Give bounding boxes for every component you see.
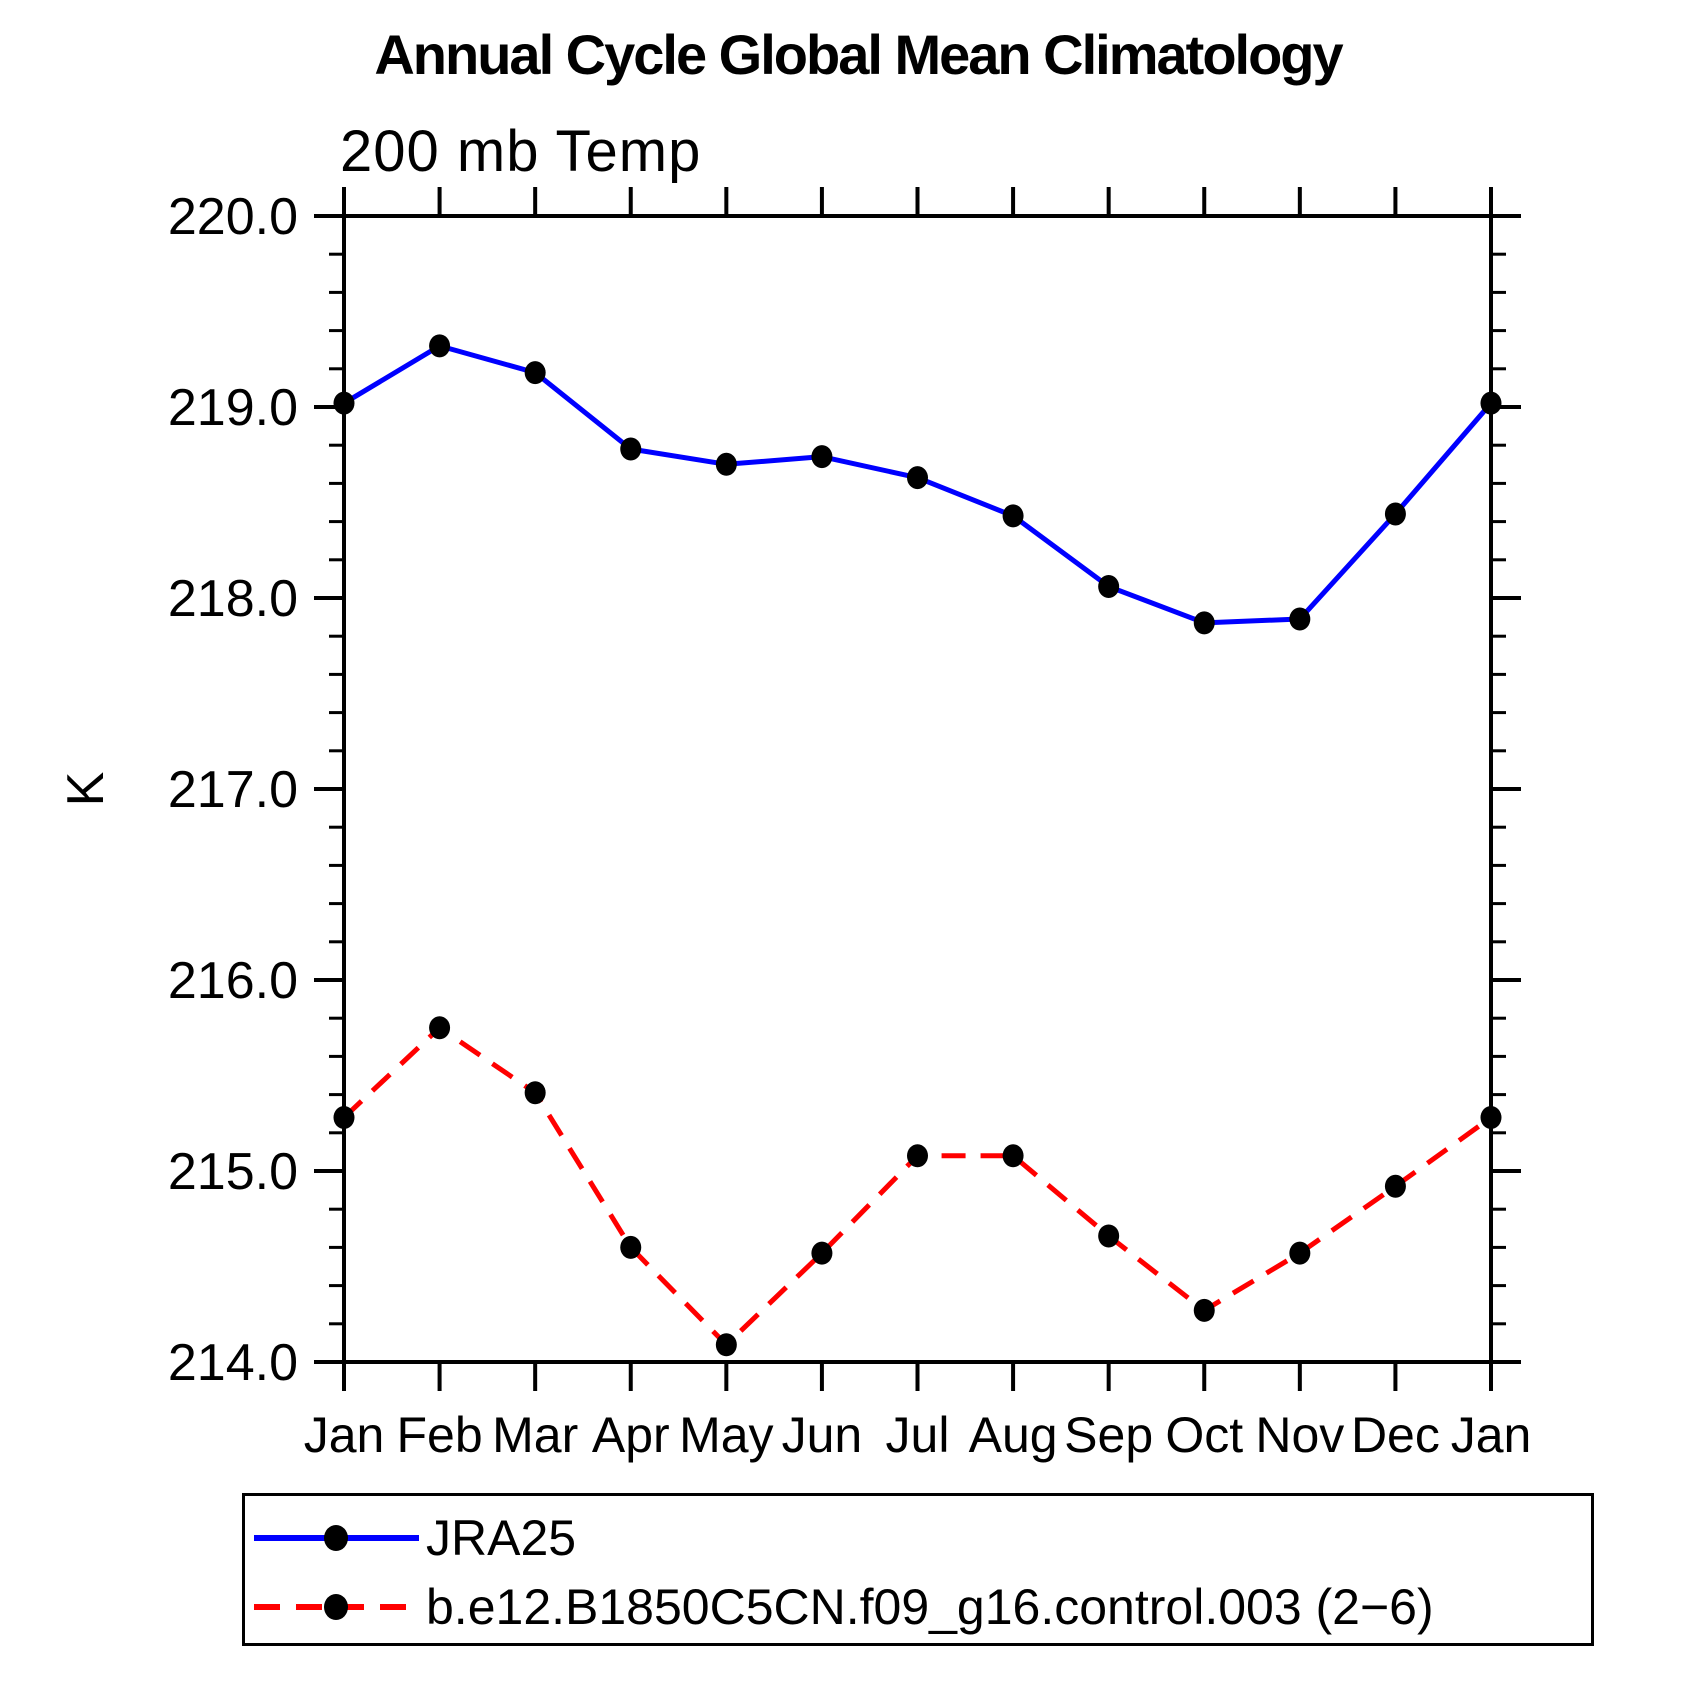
legend-line-dashed-icon <box>254 1593 419 1620</box>
data-point-marker <box>715 1333 737 1357</box>
axis-frame <box>342 214 1493 1364</box>
data-point-marker <box>1384 502 1406 526</box>
legend-label: JRA25 <box>426 1509 577 1566</box>
data-point-marker <box>907 466 928 490</box>
data-point-marker <box>715 452 737 476</box>
data-point-marker <box>333 391 355 415</box>
x-tick-label: Feb <box>396 1407 482 1463</box>
data-point-marker <box>811 1241 833 1265</box>
y-tick-label: 215.0 <box>168 1143 298 1201</box>
data-point-marker <box>1480 1106 1502 1130</box>
x-tick-label: Aug <box>969 1407 1058 1463</box>
x-tick-label: Apr <box>592 1407 670 1463</box>
x-tick-label: Jan <box>1451 1407 1532 1463</box>
data-point-marker <box>620 1235 642 1259</box>
legend-line-solid-icon <box>254 1524 419 1551</box>
data-point-marker <box>1480 391 1502 415</box>
data-point-marker <box>1289 1241 1311 1265</box>
data-point-marker <box>524 1081 546 1105</box>
y-tick-label: 220.0 <box>168 188 298 246</box>
legend-item-jra25: JRA25 <box>251 1503 1591 1572</box>
legend-label: b.e12.B1850C5CN.f09_g16.control.003 (2−6… <box>426 1578 1434 1635</box>
legend-item-model-control: b.e12.B1850C5CN.f09_g16.control.003 (2−6… <box>251 1572 1591 1641</box>
data-point-marker <box>524 361 546 385</box>
data-point-marker <box>620 437 642 461</box>
series-line-model-control <box>342 1025 1493 1348</box>
data-point-marker <box>1002 504 1024 528</box>
x-tick-label: Jul <box>886 1407 950 1463</box>
y-tick-label: 214.0 <box>168 1334 298 1392</box>
data-point-marker <box>1098 1224 1120 1248</box>
data-point-marker <box>1384 1174 1406 1198</box>
x-tick-label: Jan <box>304 1407 385 1463</box>
data-point-marker <box>333 1106 355 1130</box>
x-tick-label: May <box>679 1407 773 1463</box>
data-point-marker <box>1002 1144 1024 1168</box>
y-axis-label: K <box>57 771 115 806</box>
data-point-marker <box>1193 611 1215 635</box>
x-tick-label: Dec <box>1351 1407 1440 1463</box>
x-tick-label: Nov <box>1255 1407 1344 1463</box>
x-tick-label: Mar <box>492 1407 578 1463</box>
data-point-marker <box>429 334 451 358</box>
y-tick-label: 218.0 <box>168 570 298 628</box>
data-point-marker <box>907 1144 928 1168</box>
chart-title: Annual Cycle Global Mean Climatology <box>374 23 1343 86</box>
data-point-marker <box>1193 1298 1215 1322</box>
data-point-marker <box>1289 607 1311 631</box>
y-tick-label: 216.0 <box>168 952 298 1010</box>
data-point-marker <box>811 445 833 469</box>
chart-subtitle: 200 mb Temp <box>340 119 702 184</box>
x-tick-label: Oct <box>1165 1407 1243 1463</box>
x-tick-label: Sep <box>1064 1407 1153 1463</box>
data-point-marker <box>429 1016 451 1040</box>
x-tick-label: Jun <box>782 1407 863 1463</box>
y-tick-label: 217.0 <box>168 761 298 819</box>
data-point-marker <box>1098 575 1120 599</box>
y-tick-label: 219.0 <box>168 379 298 437</box>
legend-box: JRA25 b.e12.B1850C5CN.f09_g16.control.00… <box>242 1493 1594 1646</box>
